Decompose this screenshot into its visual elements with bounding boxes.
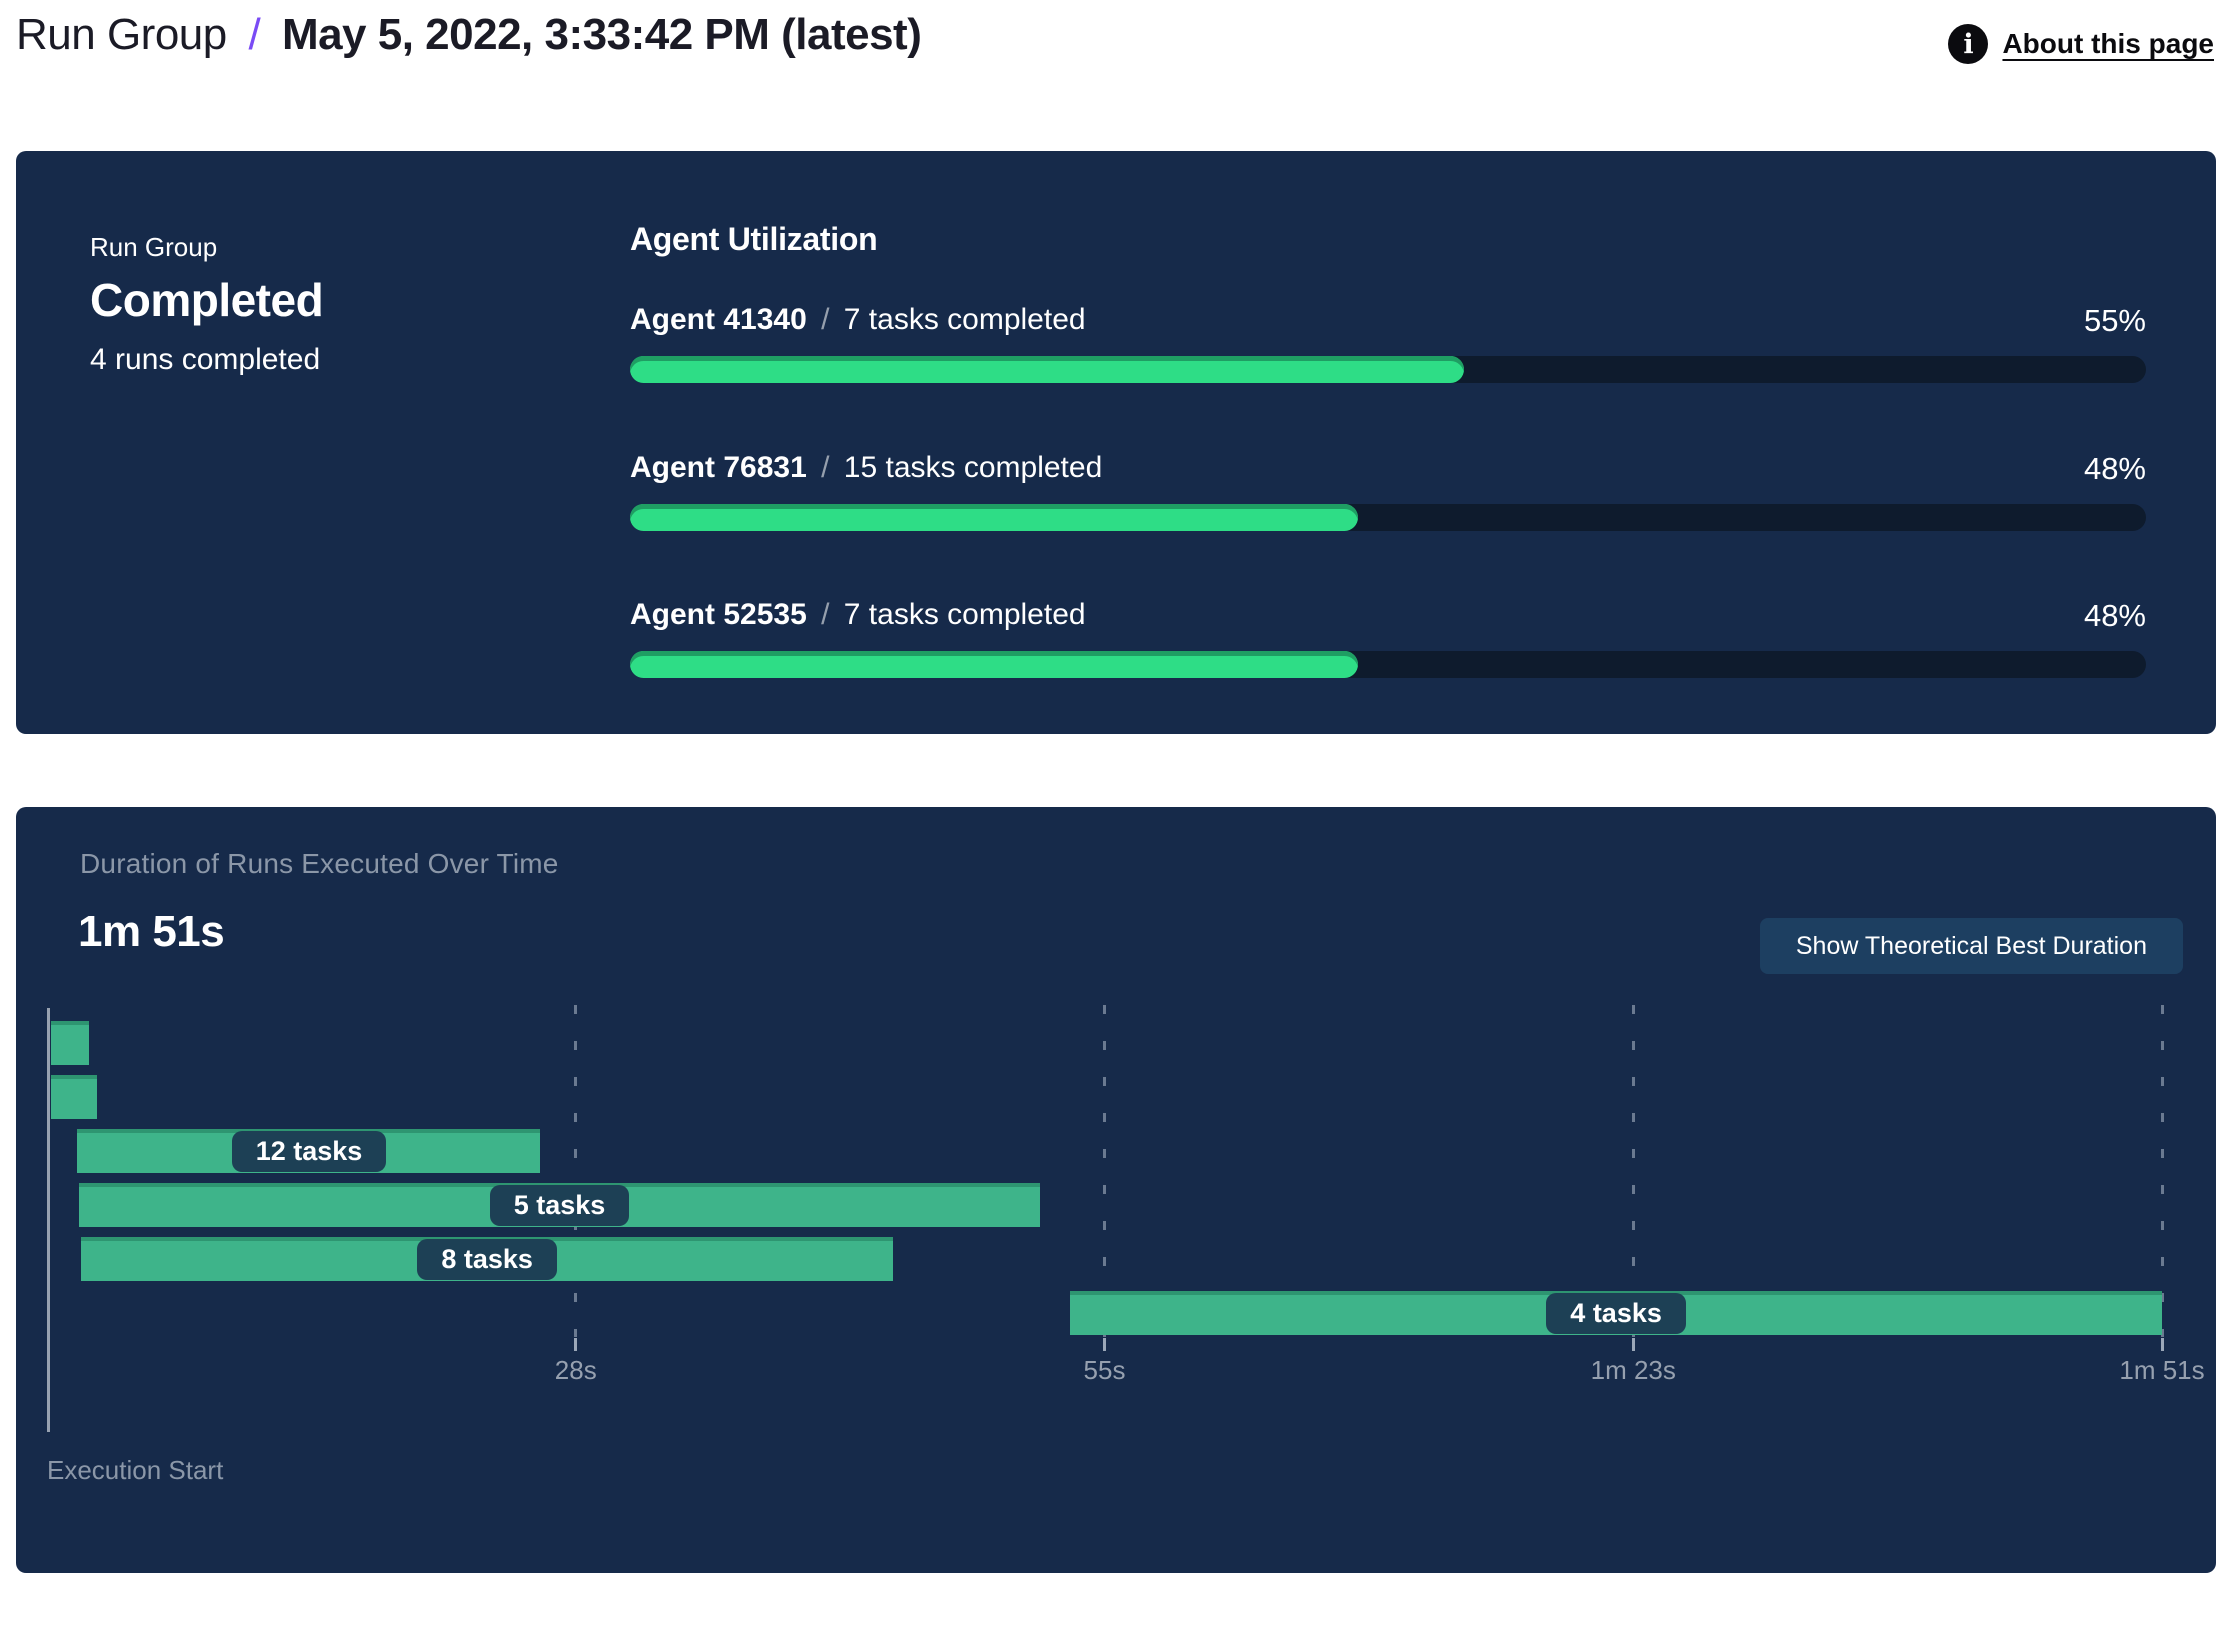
utilization-progress-track: [630, 504, 2146, 531]
gantt-gridline: [574, 1005, 578, 1337]
utilization-progress-fill: [630, 504, 1358, 531]
duration-chart-title: Duration of Runs Executed Over Time: [80, 848, 559, 879]
task-count-pill: 12 tasks: [231, 1130, 387, 1172]
agent-label-separator: /: [821, 598, 830, 631]
gantt-axis-tick-label: 1m 51s: [2119, 1355, 2205, 1385]
run-duration-bar[interactable]: 8 tasks: [81, 1237, 893, 1281]
utilization-progress-fill: [630, 356, 1464, 383]
agent-tasks-completed: 7 tasks completed: [843, 303, 1086, 336]
agent-utilization-title: Agent Utilization: [630, 221, 878, 257]
task-count-pill: 5 tasks: [489, 1184, 630, 1226]
agent-name: Agent 76831: [630, 451, 807, 484]
duration-chart-panel: Duration of Runs Executed Over Time 1m 5…: [16, 807, 2216, 1573]
gantt-axis-tick: [1103, 1338, 1106, 1351]
utilization-progress-fill: [630, 651, 1358, 678]
task-count-pill: 8 tasks: [417, 1238, 557, 1280]
agent-utilization-percent: 48%: [2083, 451, 2146, 486]
agent-label-separator: /: [821, 451, 830, 484]
gantt-axis-tick-label: 28s: [554, 1355, 597, 1385]
about-link[interactable]: About this page: [2002, 28, 2214, 59]
breadcrumb: Run Group / May 5, 2022, 3:33:42 PM (lat…: [16, 10, 922, 60]
gantt-chart: Execution Start 28s 55s 1m 23s 1m 51s 12 tas…: [16, 807, 2216, 1573]
page-header: Run Group / May 5, 2022, 3:33:42 PM (lat…: [16, 10, 2224, 74]
status-badge: Completed: [90, 274, 324, 326]
execution-start-label: Execution Start: [47, 1455, 224, 1485]
gantt-axis-tick: [1631, 1338, 1635, 1351]
page-title: May 5, 2022, 3:33:42 PM (latest): [281, 10, 922, 59]
agent-label: Agent 41340 / 7 tasks completed: [630, 303, 1086, 337]
run-group-status-panel: Run Group Completed 4 runs completed Age…: [16, 151, 2216, 734]
run-duration-bar[interactable]: [50, 1021, 89, 1065]
agent-row: Agent 41340 / 7 tasks completed 55%: [630, 303, 2146, 393]
agent-row: Agent 76831 / 15 tasks completed 48%: [630, 451, 2146, 541]
agent-name: Agent 52535: [630, 598, 807, 631]
utilization-progress-track: [630, 356, 2146, 383]
gantt-axis-tick: [574, 1338, 578, 1351]
agent-label: Agent 52535 / 7 tasks completed: [630, 598, 1086, 632]
run-duration-bar[interactable]: 4 tasks: [1070, 1291, 2162, 1335]
runs-completed-count: 4 runs completed: [90, 343, 321, 376]
agent-row: Agent 52535 / 7 tasks completed 48%: [630, 598, 2146, 688]
show-theoretical-best-duration-button[interactable]: Show Theoretical Best Duration: [1759, 918, 2183, 974]
info-icon: i: [1948, 24, 1989, 64]
agent-tasks-completed: 15 tasks completed: [843, 451, 1103, 484]
agent-utilization-percent: 55%: [2083, 303, 2146, 338]
execution-start-axis-line: [47, 1008, 50, 1432]
about-this-page[interactable]: i About this page: [1948, 24, 2214, 64]
gantt-axis-tick-label: 55s: [1083, 1355, 1126, 1385]
gantt-gridline: [1103, 1005, 1106, 1337]
run-duration-bar[interactable]: 12 tasks: [77, 1129, 541, 1173]
run-duration-bar[interactable]: 5 tasks: [79, 1183, 1040, 1227]
agent-label: Agent 76831 / 15 tasks completed: [630, 451, 1102, 485]
gantt-axis-tick: [2160, 1338, 2164, 1351]
agent-label-separator: /: [821, 303, 830, 336]
gantt-gridline: [1631, 1005, 1635, 1337]
breadcrumb-run-group[interactable]: Run Group: [16, 10, 227, 59]
agent-name: Agent 41340: [630, 303, 807, 336]
agent-tasks-completed: 7 tasks completed: [843, 598, 1086, 631]
utilization-progress-track: [630, 651, 2146, 678]
gantt-axis-tick-label: 1m 23s: [1590, 1355, 1676, 1385]
gantt-gridline: [2160, 1005, 2164, 1337]
summary-label: Run Group: [90, 232, 218, 262]
run-duration-bar[interactable]: [50, 1075, 97, 1119]
agent-utilization-percent: 48%: [2083, 598, 2146, 633]
breadcrumb-separator: /: [248, 10, 261, 59]
task-count-pill: 4 tasks: [1546, 1292, 1686, 1334]
total-duration-value: 1m 51s: [78, 907, 225, 956]
